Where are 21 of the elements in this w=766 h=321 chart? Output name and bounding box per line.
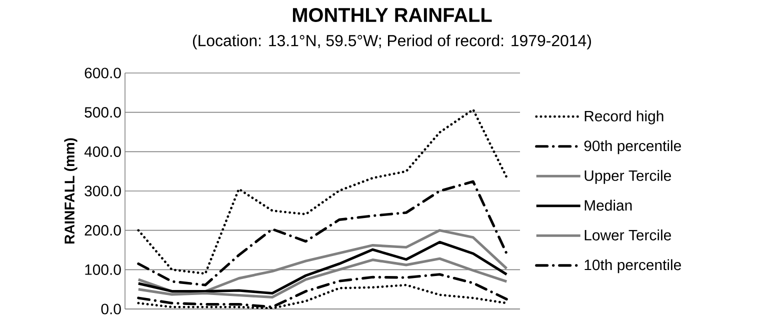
- y-tick-label: 300.0: [84, 186, 121, 196]
- y-tick-label: 100.0: [85, 264, 121, 275]
- y-tick-label: 0.0: [101, 304, 121, 314]
- chart-subtitle: (Location: 13.1°N, 59.5°W; Period of record: 1979-2014): [193, 34, 591, 50]
- y-tick-label: 500.0: [84, 107, 121, 118]
- line-series: [137, 257, 508, 298]
- line-series: [137, 240, 508, 295]
- chart-title: MONTHLY RAINFALL: [292, 8, 492, 22]
- y-axis-title: RAINFALL (mm): [64, 138, 78, 244]
- y-tick-label: 400.0: [84, 146, 121, 157]
- legend-label: Upper Tercile: [584, 170, 671, 184]
- legend-label: Record high: [584, 110, 664, 124]
- legend-label: Lower Tercile: [584, 229, 671, 240]
- y-tick-label: 600.0: [84, 68, 121, 78]
- legend-label: Median: [584, 200, 632, 211]
- line-series: [137, 273, 508, 308]
- line-series: [137, 180, 508, 286]
- y-tick-label: 200.0: [84, 225, 121, 236]
- line-series: [137, 108, 508, 275]
- legend-label: 90th percentile: [584, 140, 681, 154]
- legend-label: 10th percentile: [584, 259, 681, 274]
